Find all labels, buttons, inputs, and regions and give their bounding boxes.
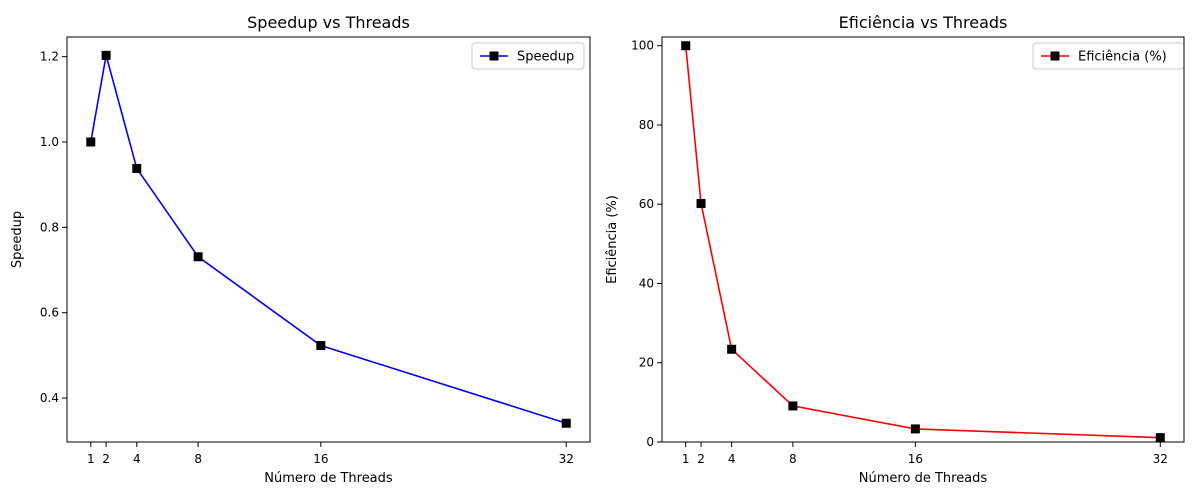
chart-2: Eficiência vs Threads 1 2 4 8 16 32 0 20 40 60 80 10…: [605, 13, 1185, 486]
y-tick-label: 0.8: [40, 220, 59, 234]
x-tick-label: 2: [102, 452, 110, 466]
y-tick-label: 100: [631, 39, 654, 53]
x-tick-label: 4: [133, 452, 141, 466]
legend-marker: [489, 51, 499, 61]
y-axis-label: Speedup: [10, 211, 25, 268]
legend: Eficiência (%): [1032, 42, 1185, 70]
chart-1: Speedup vs Threads 1 2 4 8 16 32 0.4 0.6 0.8 1.0 1.…: [10, 13, 591, 486]
chart-title: Speedup vs Threads: [247, 13, 410, 32]
y-tick-label: 0.4: [40, 391, 59, 405]
plot-frame: [661, 36, 1185, 443]
data-point: [727, 344, 737, 354]
data-point: [86, 137, 96, 147]
data-point: [101, 50, 111, 60]
y-tick-label: 0: [646, 435, 654, 449]
legend-label: Eficiência (%): [1078, 50, 1167, 65]
y-tick-label: 40: [639, 276, 654, 290]
data-point: [681, 41, 691, 51]
y-tick-label: 60: [639, 197, 654, 211]
legend-marker: [1050, 51, 1060, 61]
x-tick-label: 8: [789, 452, 797, 466]
series-line: [89, 55, 567, 424]
y-tick-label: 0.6: [40, 306, 59, 320]
x-axis-label: Número de Threads: [264, 471, 393, 486]
plot-frame: [66, 36, 591, 443]
data-point: [696, 198, 706, 208]
x-tick-label: 8: [194, 452, 202, 466]
x-tick-label: 4: [728, 452, 736, 466]
x-tick-label: 32: [559, 452, 574, 466]
x-tick-label: 16: [908, 452, 923, 466]
x-tick-label: 2: [697, 452, 705, 466]
legend-frame: [471, 42, 585, 70]
x-tick-label: 1: [682, 452, 690, 466]
data-point: [788, 401, 798, 411]
x-tick-label: 16: [313, 452, 328, 466]
y-tick-label: 1.2: [40, 50, 59, 64]
y-tick-label: 80: [639, 118, 654, 132]
x-tick-label: 32: [1153, 452, 1168, 466]
data-point: [1155, 433, 1165, 443]
series-line: [684, 45, 1161, 439]
data-point: [316, 341, 326, 351]
legend: Speedup: [471, 42, 585, 70]
legend-label: Speedup: [517, 50, 574, 65]
y-tick-label: 20: [639, 356, 654, 370]
data-point: [132, 163, 142, 173]
data-point: [193, 252, 203, 262]
chart-title: Eficiência vs Threads: [839, 13, 1008, 32]
x-axis-label: Número de Threads: [859, 471, 988, 486]
x-tick-label: 1: [87, 452, 95, 466]
data-point: [910, 424, 920, 434]
data-point: [561, 418, 571, 428]
y-axis-label: Eficiência (%): [605, 195, 620, 284]
y-tick-label: 1.0: [40, 135, 59, 149]
